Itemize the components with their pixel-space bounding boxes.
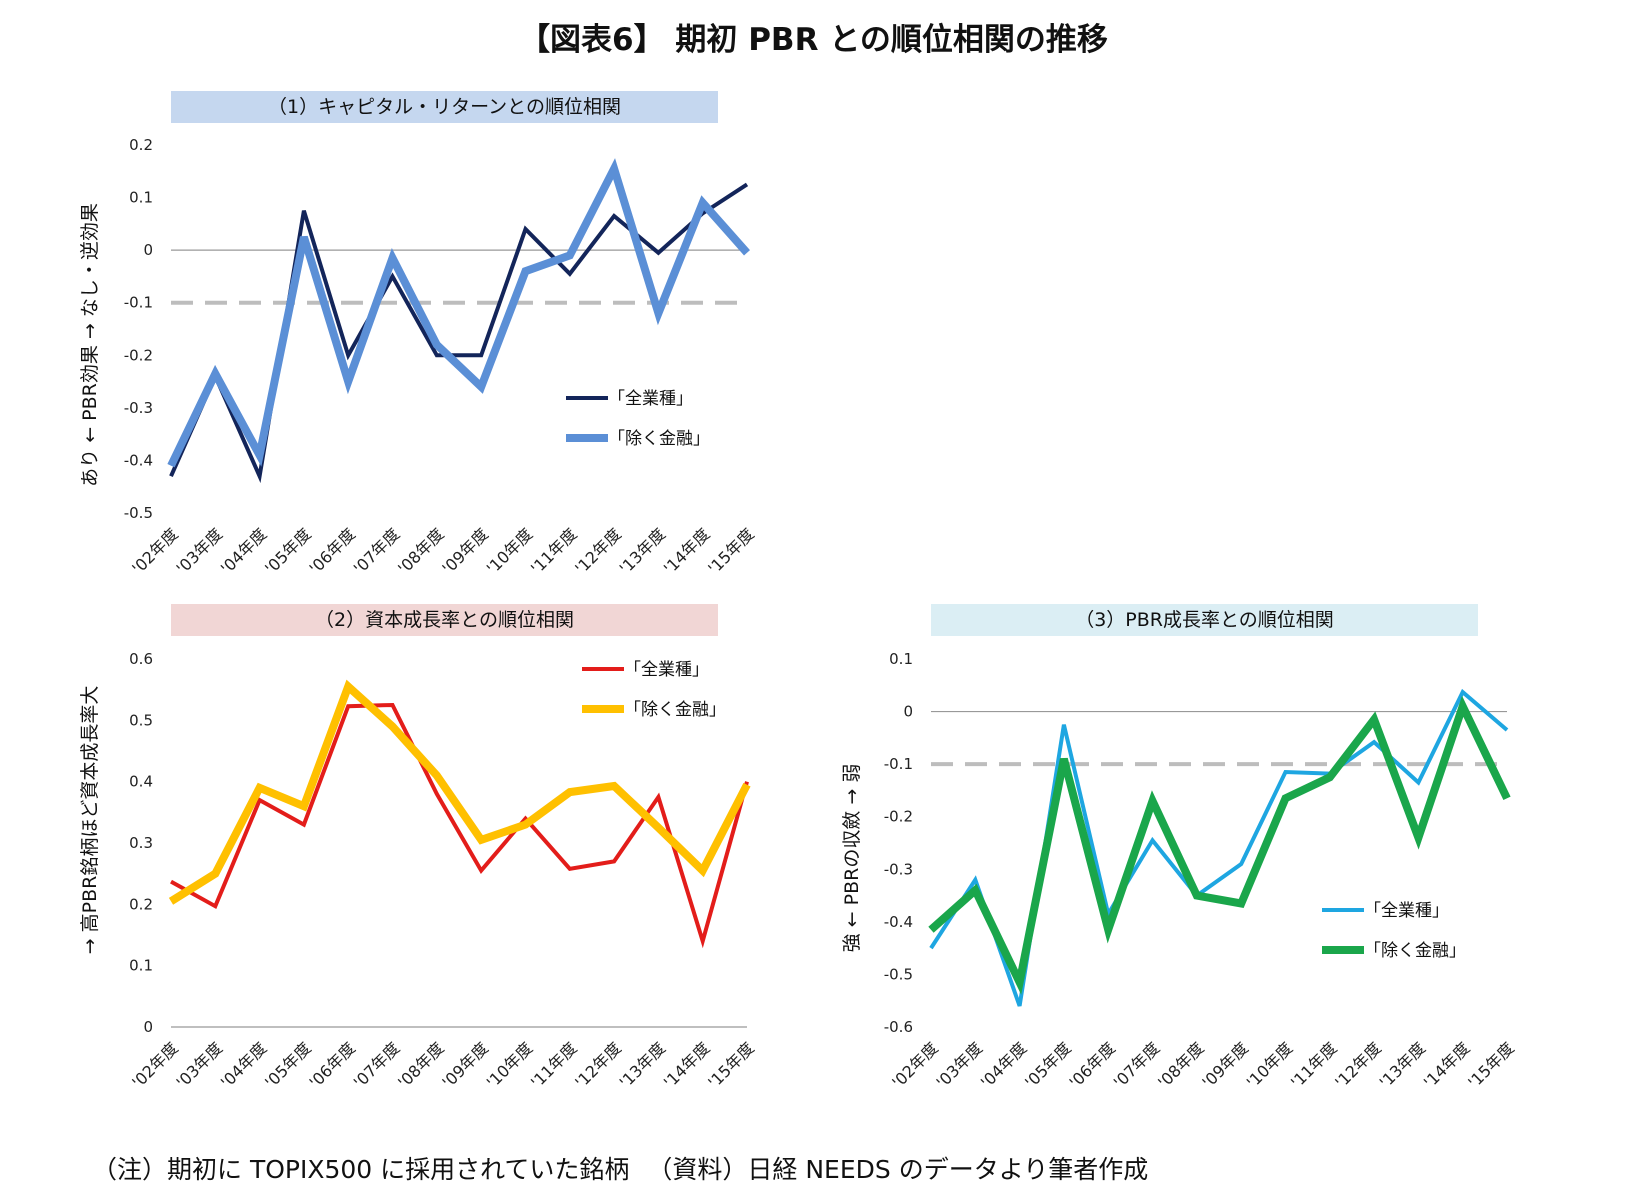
x-tick-label: '12年度 [571,1038,625,1092]
footnote-source: （資料）日経 NEEDS のデータより筆者作成 [647,1155,1149,1184]
x-tick-label: '10年度 [483,524,537,578]
x-tick-label: '05年度 [261,1038,315,1092]
x-tick-label: '05年度 [1021,1038,1075,1092]
x-tick-label: '03年度 [933,1038,987,1092]
y-tick-label: -0.4 [124,451,153,469]
x-tick-label: '11年度 [527,1038,581,1092]
main-title: 【図表6】 期初 PBR との順位相関の推移 [519,22,1108,58]
x-tick-label: '15年度 [704,524,758,578]
x-tick-label: '07年度 [350,524,404,578]
y-tick-label: -0.3 [884,860,913,878]
y-tick-label: 0.1 [129,957,153,975]
series-line-1 [170,702,749,949]
x-tick-label: '13年度 [616,1038,670,1092]
y-axis-label: あり ← PBR効果 → なし・逆効果 [79,203,101,487]
y-tick-label: -0.3 [124,399,153,417]
x-tick-label: '12年度 [1331,1038,1385,1092]
y-tick-label: -0.5 [884,965,913,983]
x-tick-label: '10年度 [1243,1038,1297,1092]
x-tick-label: '09年度 [438,524,492,578]
series-line-2 [168,679,751,905]
x-tick-label: '04年度 [217,1038,271,1092]
y-tick-label: 0.2 [129,895,153,913]
legend-label: 「全業種」 [1364,901,1449,921]
series-line-2 [167,158,750,468]
y-tick-label: 0 [143,241,153,259]
x-tick-label: '15年度 [1464,1038,1518,1092]
x-tick-label: '13年度 [1376,1038,1430,1092]
x-tick-label: '03年度 [173,1038,227,1092]
x-tick-label: '05年度 [261,524,315,578]
y-tick-label: -0.1 [124,294,153,312]
x-tick-label: '02年度 [888,1038,942,1092]
x-tick-label: '15年度 [704,1038,758,1092]
x-tick-label: '04年度 [217,524,271,578]
y-tick-label: -0.1 [884,755,913,773]
panel-2-header: （2）資本成長率との順位相関 [171,604,718,636]
y-tick-label: 0 [143,1018,153,1036]
y-tick-label: 0.2 [129,136,153,154]
x-tick-label: '11年度 [527,524,581,578]
y-tick-label: 0.1 [889,650,913,668]
panel-3-header: （3）PBR成長率との順位相関 [931,604,1478,636]
legend-label: 「全業種」 [608,389,693,409]
x-tick-label: '04年度 [977,1038,1031,1092]
legend-label: 「除く金融」 [624,700,726,720]
x-tick-label: '14年度 [1420,1038,1474,1092]
x-tick-label: '06年度 [305,524,359,578]
y-tick-label: 0.1 [129,189,153,207]
x-tick-label: '11年度 [1287,1038,1341,1092]
y-tick-label: 0.3 [129,834,153,852]
series-line-2 [928,695,1511,995]
x-tick-label: '08年度 [394,1038,448,1092]
x-tick-label: '06年度 [1065,1038,1119,1092]
x-tick-label: '07年度 [350,1038,404,1092]
footnote-note: （注）期初に TOPIX500 に採用されていた銘柄 [92,1155,630,1184]
legend-label: 「全業種」 [624,660,709,680]
y-tick-label: 0.4 [129,773,153,791]
y-axis-label: 強 ← PBRの収斂 → 弱 [841,764,863,953]
chart-1: 0.2 0.1 0 -0.1 -0.2 -0.3 -0.4 -0.5 '02年度'03年度'04… [79,136,758,578]
legend-label: 「除く金融」 [608,429,710,449]
x-tick-label: '08年度 [1154,1038,1208,1092]
x-tick-label: '02年度 [128,524,182,578]
x-tick-label: '08年度 [394,524,448,578]
x-tick-label: '03年度 [173,524,227,578]
y-tick-label: -0.2 [884,808,913,826]
x-tick-label: '09年度 [438,1038,492,1092]
y-tick-label: -0.5 [124,504,153,522]
chart-3: 0.10-0.1-0.2-0.3-0.4-0.5-0.6'02年度'03年度'0… [841,650,1518,1092]
panel-1-header: （1）キャピタル・リターンとの順位相関 [171,91,718,123]
y-tick-label: -0.6 [884,1018,913,1036]
x-tick-label: '14年度 [660,1038,714,1092]
x-tick-label: '10年度 [483,1038,537,1092]
x-tick-label: '06年度 [305,1038,359,1092]
y-tick-label: 0.6 [129,650,153,668]
y-tick-label: -0.2 [124,346,153,364]
x-tick-label: '07年度 [1110,1038,1164,1092]
y-tick-label: -0.4 [884,913,913,931]
y-tick-label: 0 [903,703,913,721]
footnote: （注）期初に TOPIX500 に採用されていた銘柄 （資料）日経 NEEDS の… [92,1150,1148,1186]
x-tick-label: '13年度 [616,524,670,578]
chart-2: 0.60.50.40.30.20.10'02年度'03年度'04年度'05年度'… [79,650,758,1092]
x-tick-label: '14年度 [660,524,714,578]
x-tick-label: '09年度 [1198,1038,1252,1092]
y-axis-label: → 高PBR銘柄ほど資本成長率大 [79,686,101,955]
y-tick-label: 0.5 [129,711,153,729]
legend-label: 「除く金融」 [1364,941,1466,961]
x-tick-label: '12年度 [571,524,625,578]
x-tick-label: '02年度 [128,1038,182,1092]
